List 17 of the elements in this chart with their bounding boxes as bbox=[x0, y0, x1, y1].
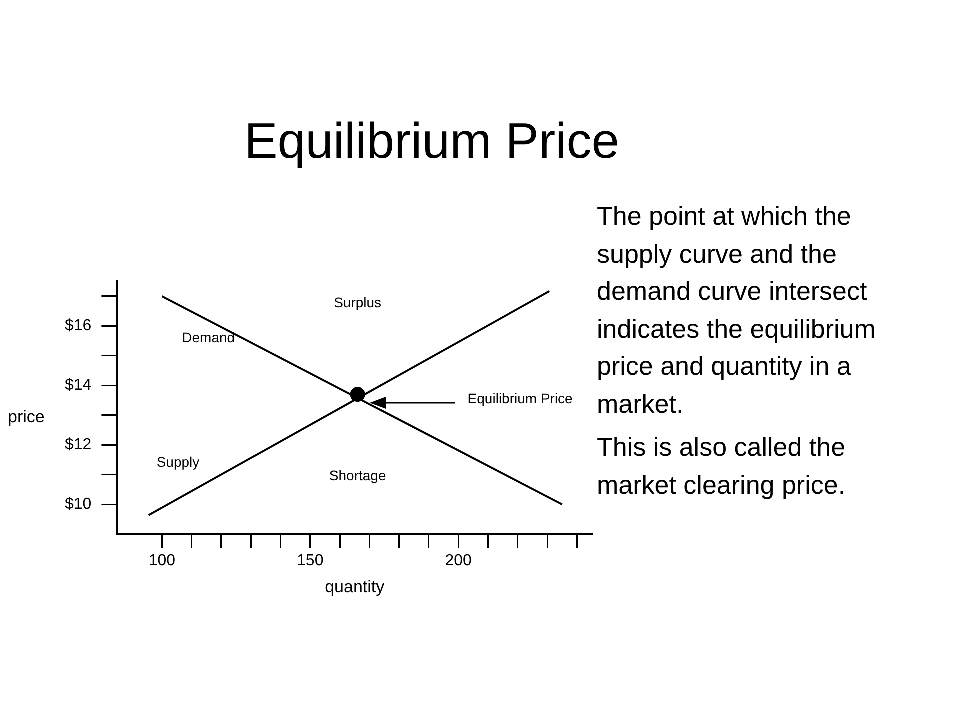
x-axis-title: quantity bbox=[325, 577, 386, 596]
text: This is also called the market clearing price. bbox=[597, 431, 847, 502]
annotation: Shortage bbox=[329, 467, 386, 484]
series-label: Supply bbox=[156, 454, 200, 470]
annotation: Surplus bbox=[334, 294, 382, 310]
x-tick-label: 200 bbox=[445, 552, 472, 570]
y-tick-label: $12 bbox=[64, 436, 92, 454]
y-axis-title: price bbox=[8, 408, 45, 427]
chart-title: Equilibrium Price bbox=[243, 112, 621, 170]
x-tick-label: 100 bbox=[148, 552, 176, 570]
y-tick-label: $14 bbox=[64, 377, 92, 394]
y-tick-label: $10 bbox=[64, 496, 92, 514]
annotation: Equilibrium Price bbox=[468, 390, 574, 406]
text: The point at which the supply curve and the demand curve intersect indicates the equilibrium price and quantity in a market. bbox=[597, 200, 877, 420]
y-tick-label: $16 bbox=[64, 318, 92, 335]
x-tick-label: 150 bbox=[297, 552, 324, 570]
series-label: Demand bbox=[182, 329, 236, 346]
